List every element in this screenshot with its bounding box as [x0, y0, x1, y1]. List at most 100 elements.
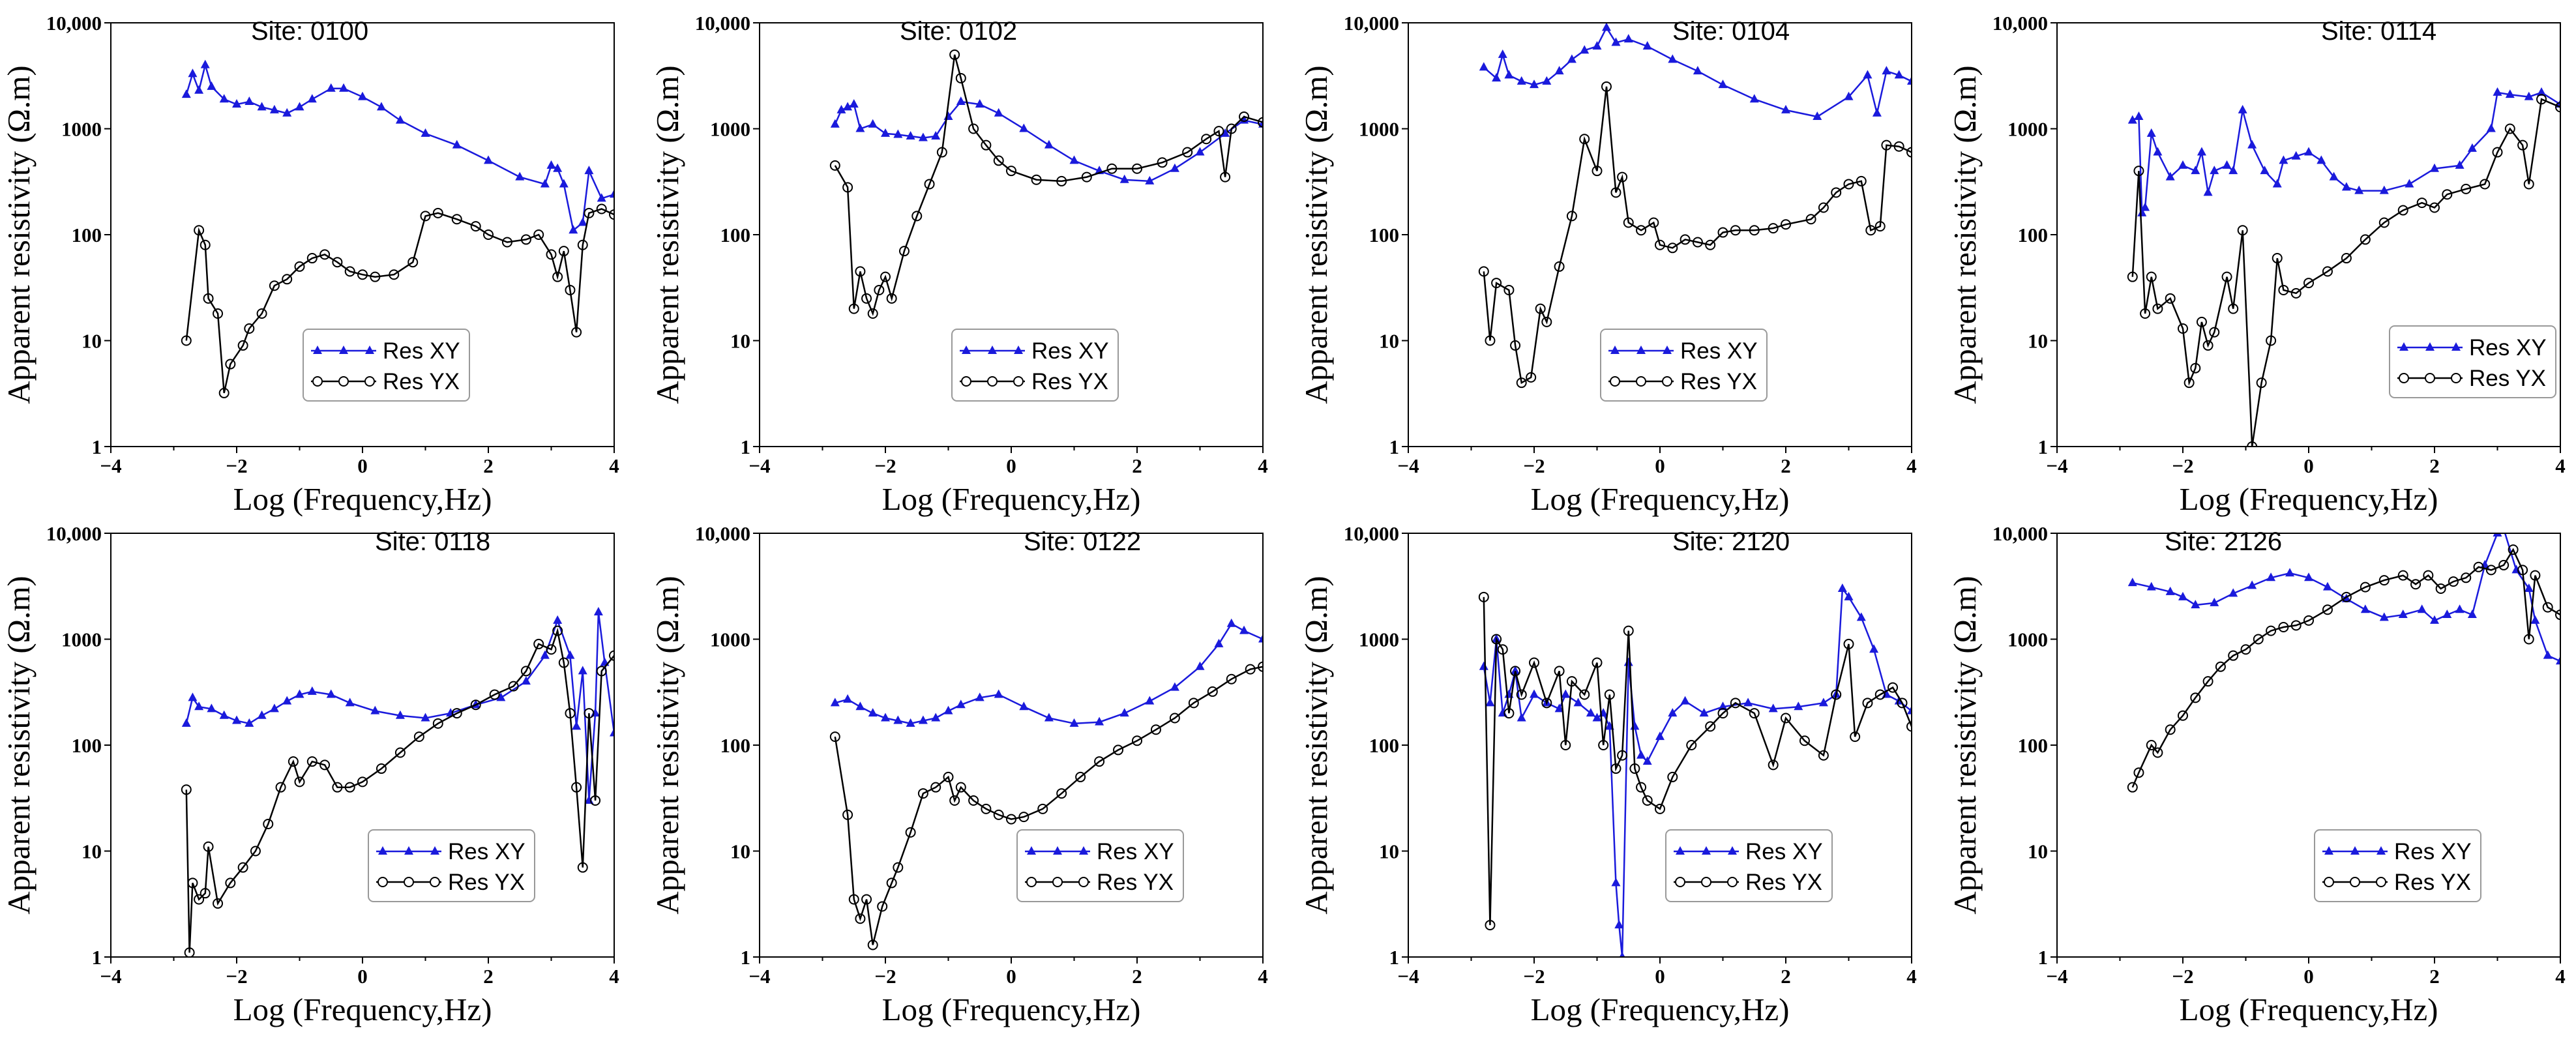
res-yx-point [584, 708, 595, 719]
res-yx-point [1805, 214, 1816, 225]
res-xy-point [421, 713, 430, 722]
res-yx-point [546, 644, 557, 655]
res-yx-point [1655, 803, 1665, 814]
res-yx-point [181, 784, 192, 795]
res-yx-point [1642, 795, 1653, 806]
res-yx-point [1485, 335, 1496, 346]
res-yx-point [2423, 570, 2434, 581]
res-xy-point [2291, 151, 2301, 160]
res-xy-point [2165, 586, 2175, 595]
legend-marker [338, 376, 349, 387]
legend-label: Res YX [1031, 369, 1108, 394]
res-xy-point [1170, 682, 1179, 691]
res-yx-point [2247, 441, 2258, 447]
y-tick-label: 10 [81, 330, 102, 353]
y-tick-label: 1 [2038, 435, 2049, 458]
res-yx-point [200, 239, 211, 250]
legend-label: Res YX [448, 870, 525, 895]
res-yx-point [2303, 615, 2314, 626]
res-xy-point [836, 104, 846, 113]
x-tick-label: 0 [1006, 965, 1016, 988]
res-yx-point [955, 72, 966, 83]
res-xy-point [1195, 661, 1205, 670]
res-yx-point [848, 303, 859, 314]
res-xy-point [1718, 80, 1728, 89]
res-xy-point [194, 701, 204, 711]
res-yx-point [2473, 561, 2484, 572]
res-xy-point [1907, 76, 1912, 85]
legend-marker [987, 376, 998, 387]
legend-marker [1079, 846, 1088, 855]
res-yx-point [1226, 123, 1237, 134]
res-xy-point [1818, 698, 1828, 707]
legend-label: Res XY [383, 338, 460, 364]
res-yx-point [2202, 676, 2213, 687]
res-xy-point [1580, 45, 1590, 54]
legend-marker [404, 846, 413, 855]
res-yx-point [203, 293, 214, 304]
res-yx-point [1591, 657, 1603, 668]
y-tick-label: 1000 [2007, 628, 2048, 651]
res-yx-point [2178, 323, 2188, 334]
res-yx-point [893, 862, 904, 873]
res-yx-point [2266, 625, 2277, 636]
legend: Res XY Res YX [2314, 829, 2481, 902]
res-xy-point [2247, 140, 2257, 149]
site-title: Site: 0122 [1024, 527, 1141, 556]
res-xy-point [2430, 163, 2439, 172]
legend-label: Res YX [2469, 366, 2546, 391]
res-yx-point [2504, 123, 2515, 134]
res-xy-point [843, 694, 853, 703]
res-yx-point [213, 898, 224, 909]
legend-marker [430, 846, 439, 855]
res-yx-point [332, 257, 343, 268]
x-axis-label: Log (Frequency,Hz) [2180, 481, 2438, 517]
res-yx-point [855, 266, 866, 277]
res-yx-point [2146, 271, 2157, 282]
res-xy-point [2279, 155, 2288, 164]
res-yx-point [877, 901, 888, 912]
res-yx-point [1906, 721, 1912, 732]
res-xy-point [1069, 155, 1079, 164]
y-tick-label: 10,000 [1992, 12, 2048, 35]
res-yx-point [1541, 316, 1552, 327]
legend: Res XY Res YX [951, 329, 1119, 402]
res-yx-point [432, 718, 443, 729]
res-xy-point [269, 104, 279, 113]
x-axis-label: Log (Frequency,Hz) [1531, 992, 1790, 1027]
res-yx-point [1503, 708, 1515, 719]
res-yx-point [886, 877, 897, 889]
res-xy-point [1693, 66, 1702, 75]
res-yx-point [483, 229, 494, 240]
res-xy-point [1119, 708, 1129, 717]
data-layer [829, 49, 1263, 319]
legend-marker [2350, 877, 2360, 887]
res-yx-point [1629, 763, 1640, 774]
legend-label: Res XY [2469, 335, 2547, 361]
res-yx-point [1478, 591, 1489, 602]
res-xy-point [830, 698, 840, 707]
res-xy-point [2127, 578, 2137, 587]
plot-frame [1408, 22, 1912, 447]
res-xy-point [569, 225, 578, 234]
x-tick-label: −2 [1523, 454, 1545, 477]
x-tick-label: 2 [1132, 965, 1142, 988]
res-yx-point [451, 214, 462, 225]
res-yx-point [407, 257, 419, 268]
x-axis-label: Log (Frequency,Hz) [2180, 992, 2438, 1027]
res-xy-point [1479, 62, 1488, 71]
res-yx-point [2536, 94, 2547, 105]
res-yx-point [2508, 544, 2519, 555]
res-yx-point [2272, 253, 2283, 264]
res-xy-point [496, 692, 506, 701]
res-yx-point [225, 877, 236, 889]
legend-marker [1676, 846, 1685, 855]
res-yx-point [1680, 234, 1691, 245]
res-xy-point [1592, 41, 1602, 50]
res-xy-point [2178, 591, 2187, 600]
legend: Res XY Res YX [2389, 325, 2556, 398]
res-xy-point [282, 696, 292, 705]
res-xy-point [1170, 163, 1179, 172]
chart-panel: −4 −2 0 2 4 1 10 100 1000 10,000 Log (Frequency,Hz… [1947, 522, 2566, 1027]
legend-marker [378, 877, 388, 887]
